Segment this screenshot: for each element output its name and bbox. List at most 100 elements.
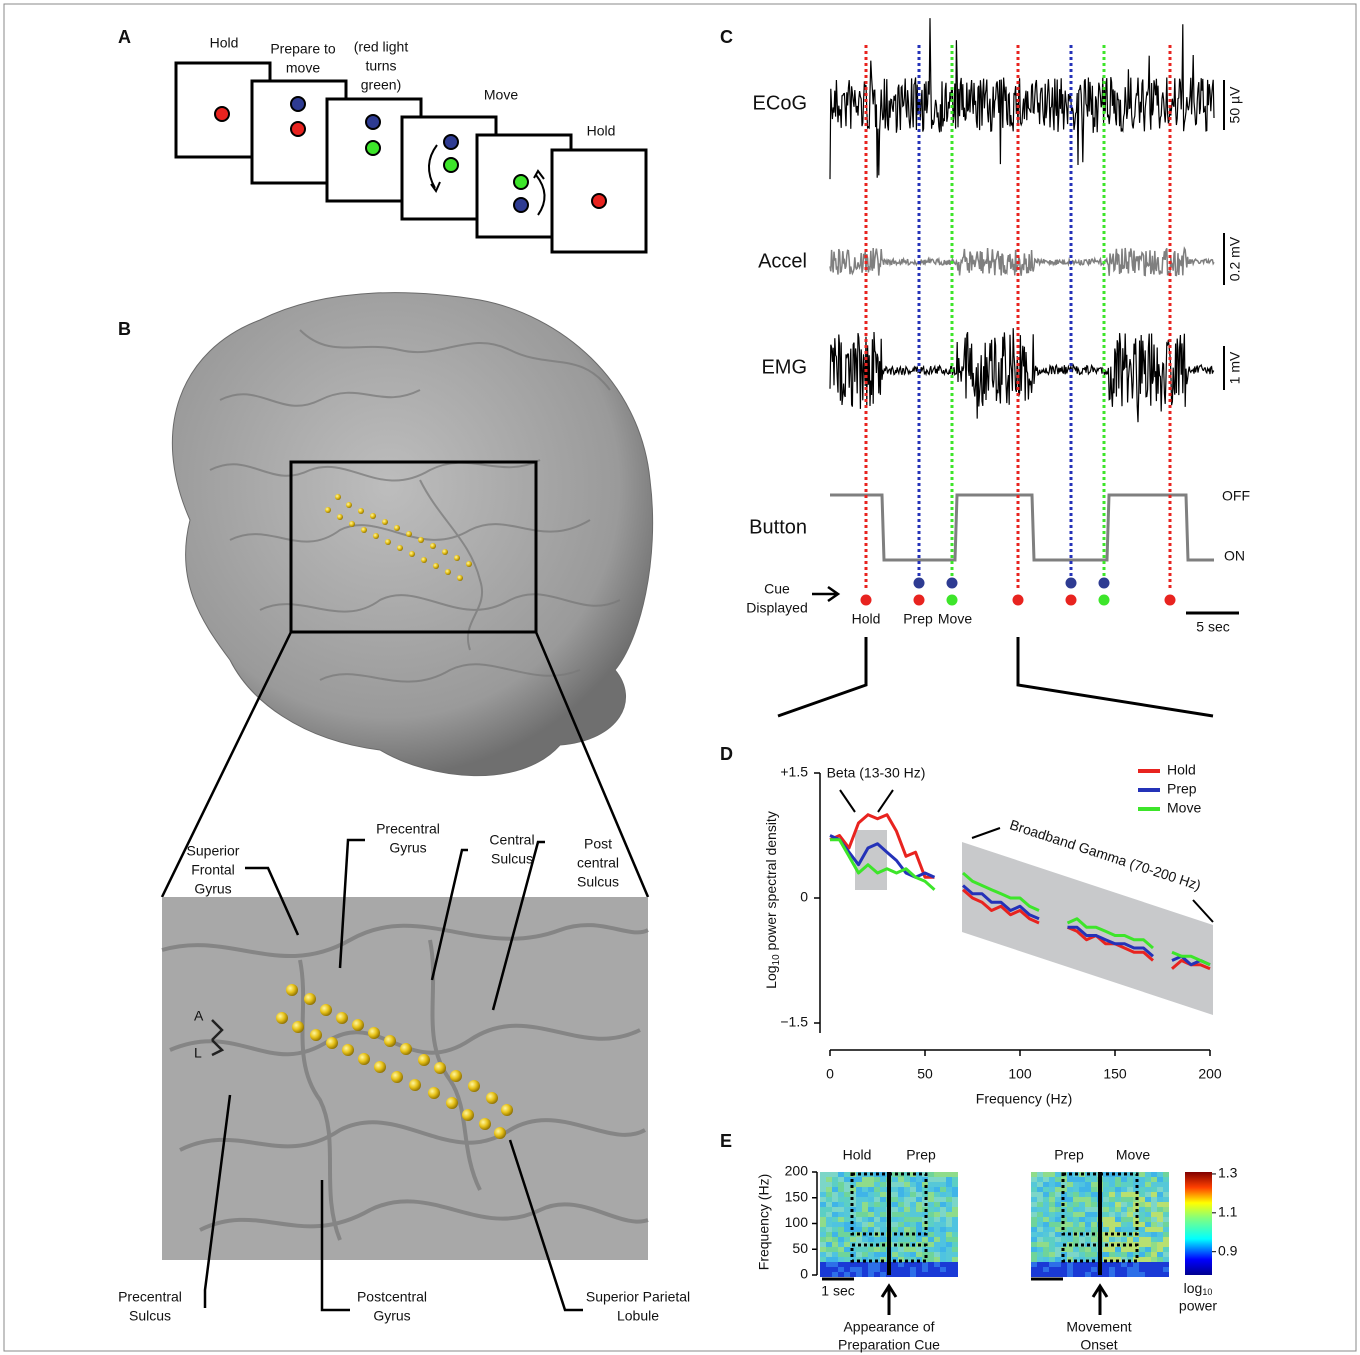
heatmap-cell <box>826 1267 832 1272</box>
heatmap-cell <box>838 1197 844 1202</box>
legend-label: Prep <box>1167 781 1197 797</box>
heatmap-cell <box>928 1172 934 1177</box>
heatmap-cell <box>1139 1172 1145 1177</box>
panel-letter: D <box>720 744 733 764</box>
heatmap-cell <box>1163 1212 1169 1217</box>
heatmap-cell <box>898 1217 904 1222</box>
y-tick-label: +1.5 <box>780 764 808 780</box>
heatmap-cell <box>1127 1192 1133 1197</box>
heatmap-cell <box>1109 1217 1115 1222</box>
heatmap-cell <box>1151 1217 1157 1222</box>
heatmap-cell <box>1163 1207 1169 1212</box>
heatmap-cell <box>826 1227 832 1232</box>
heatmap-cell <box>898 1207 904 1212</box>
heatmap-cell <box>1145 1232 1151 1237</box>
heatmap-cell <box>826 1272 832 1277</box>
heatmap-cell <box>928 1227 934 1232</box>
heatmap-cell <box>856 1227 862 1232</box>
heatmap-cell <box>934 1177 940 1182</box>
heatmap-cell <box>832 1247 838 1252</box>
heatmap-cell <box>1085 1177 1091 1182</box>
heatmap-cell <box>1055 1182 1061 1187</box>
heatmap-cell <box>892 1222 898 1227</box>
heatmap-cell <box>952 1272 958 1277</box>
heatmap-cell <box>820 1262 826 1267</box>
panel-c-static <box>777 80 1239 718</box>
heatmap-cell <box>820 1212 826 1217</box>
heatmap-cell <box>1139 1177 1145 1182</box>
heatmap-cell <box>898 1237 904 1242</box>
heatmap-cell <box>1127 1227 1133 1232</box>
heatmap-cell <box>874 1192 880 1197</box>
heatmap-cell <box>1055 1197 1061 1202</box>
orientation-arrows <box>211 1019 225 1057</box>
heatmap-cell <box>1115 1217 1121 1222</box>
heatmap-cell <box>1163 1262 1169 1267</box>
heatmap-cell <box>820 1172 826 1177</box>
heatmap-cell <box>898 1192 904 1197</box>
heatmap-cell <box>1145 1207 1151 1212</box>
zoom-line <box>534 631 650 898</box>
heatmap-cell <box>1151 1272 1157 1277</box>
heatmap-cell <box>1103 1222 1109 1227</box>
heatmap-cell <box>1037 1207 1043 1212</box>
heatmap-cell <box>898 1187 904 1192</box>
heatmap-cell <box>862 1177 868 1182</box>
heatmap-cell <box>1049 1257 1055 1262</box>
heatmap-cell <box>946 1212 952 1217</box>
heatmap-cell <box>1055 1257 1061 1262</box>
heatmap-cell <box>1145 1182 1151 1187</box>
heatmap-cell <box>1043 1242 1049 1247</box>
heatmap-cell <box>928 1207 934 1212</box>
heatmap-cell <box>916 1207 922 1212</box>
heatmap-cell <box>1151 1172 1157 1177</box>
heatmap-cell <box>1049 1262 1055 1267</box>
heatmap-cell <box>1121 1227 1127 1232</box>
heatmap-cell <box>1115 1267 1121 1272</box>
heatmap-cell <box>892 1262 898 1267</box>
heatmap-cell <box>934 1222 940 1227</box>
heatmap-cell <box>946 1197 952 1202</box>
heatmap-cell <box>1055 1212 1061 1217</box>
heatmap-cell <box>952 1182 958 1187</box>
heatmap-cell <box>1103 1212 1109 1217</box>
heatmap-cell <box>922 1217 928 1222</box>
heatmap-cell <box>844 1172 850 1177</box>
heatmap-cell <box>1049 1197 1055 1202</box>
heatmap-cell <box>1031 1242 1037 1247</box>
heatmap-cell <box>1103 1262 1109 1267</box>
heatmap-cell <box>904 1272 910 1277</box>
heatmap-cell <box>946 1262 952 1267</box>
heatmap-cell <box>1079 1247 1085 1252</box>
heatmap-cell <box>838 1252 844 1257</box>
heatmap-cell <box>1127 1207 1133 1212</box>
heatmap-cell <box>1115 1252 1121 1257</box>
heatmap-cell <box>820 1272 826 1277</box>
heatmap-cell <box>910 1207 916 1212</box>
heatmap-cell <box>1139 1182 1145 1187</box>
heatmap-cell <box>1163 1267 1169 1272</box>
heatmap-cell <box>1031 1177 1037 1182</box>
heatmap-cell <box>904 1237 910 1242</box>
heatmap-cell <box>1151 1227 1157 1232</box>
heatmap-cell <box>838 1237 844 1242</box>
trace-label: Accel <box>758 250 807 272</box>
heatmap-cell <box>868 1212 874 1217</box>
heatmap-cell <box>838 1247 844 1252</box>
heatmap-cell <box>1073 1227 1079 1232</box>
heatmap-cell <box>910 1272 916 1277</box>
heatmap-cell <box>952 1247 958 1252</box>
heatmap-cell <box>844 1192 850 1197</box>
heatmap-cell <box>856 1267 862 1272</box>
heatmap-cell <box>838 1192 844 1197</box>
caption: Preparation Cue <box>838 1337 940 1353</box>
cue-dot <box>1065 577 1077 589</box>
cue-dot <box>1098 577 1110 589</box>
panel-letter: B <box>118 319 131 339</box>
trace-label: Button <box>749 516 807 538</box>
heatmap-cell <box>1139 1192 1145 1197</box>
heatmap-cell <box>1157 1267 1163 1272</box>
heatmap-cell <box>1073 1207 1079 1212</box>
heatmap-cell <box>1133 1262 1139 1267</box>
heatmap-cell <box>1055 1172 1061 1177</box>
